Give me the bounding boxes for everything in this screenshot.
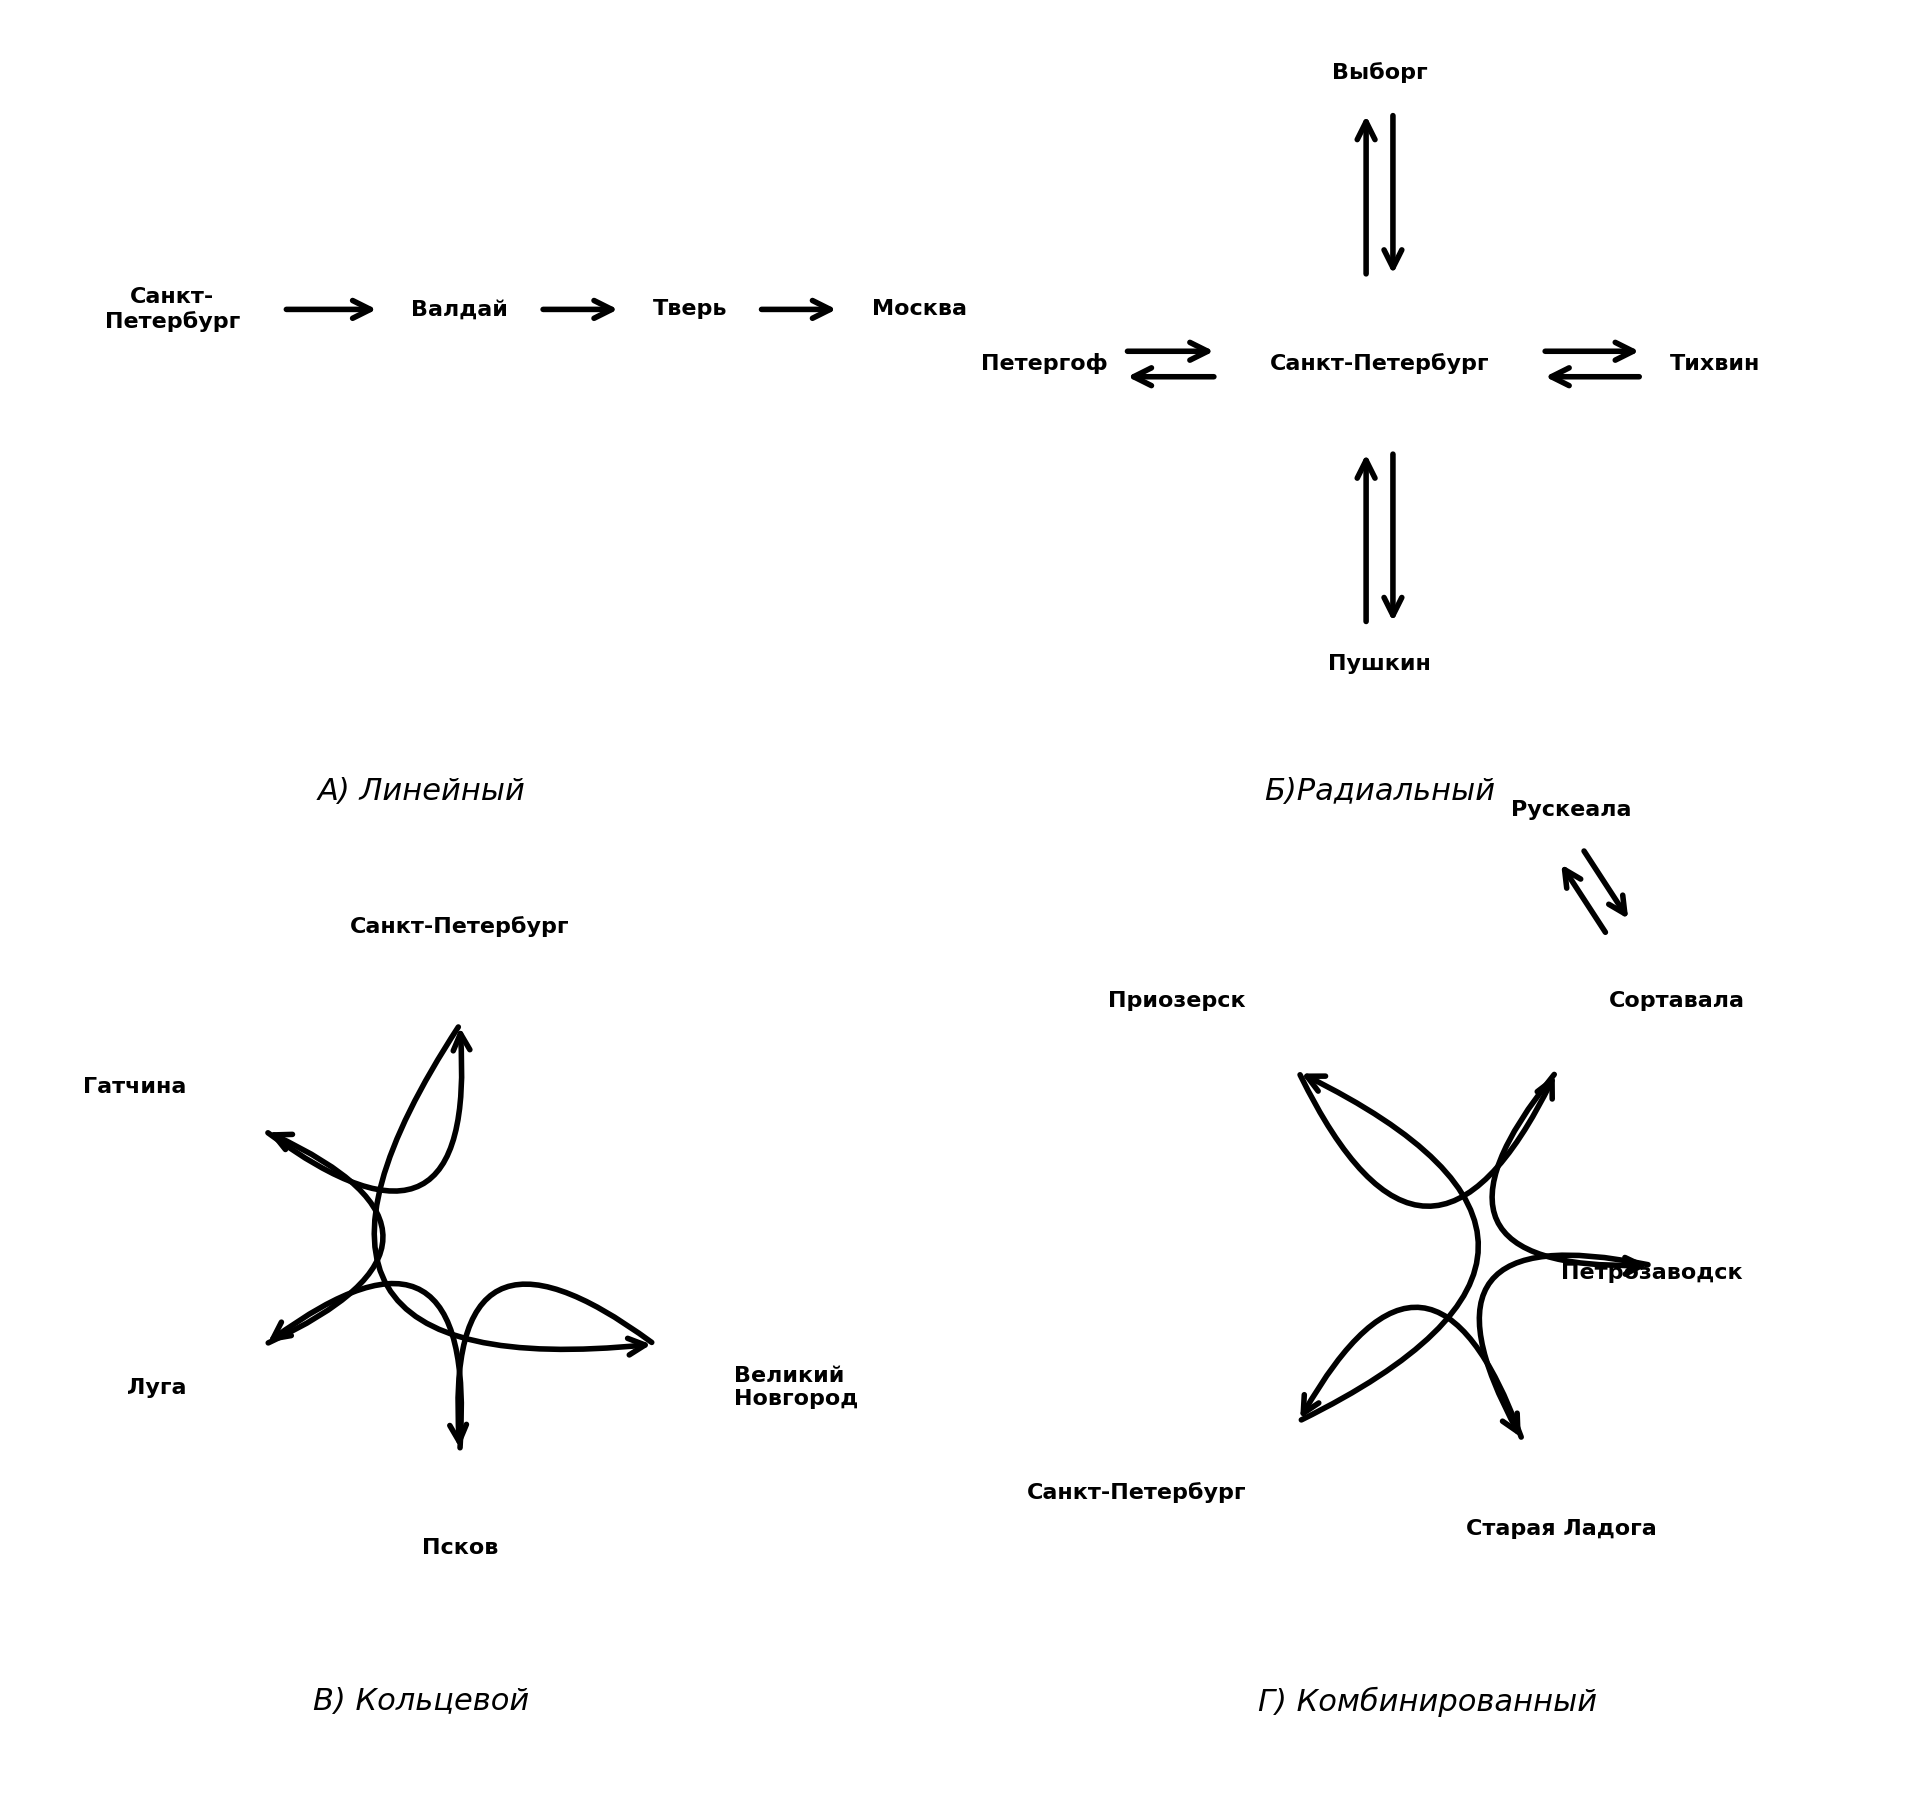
Text: А) Линейный: А) Линейный — [318, 777, 525, 806]
Text: Москва: Москва — [872, 300, 968, 318]
Text: Сортавала: Сортавала — [1609, 990, 1745, 1010]
Text: Тверь: Тверь — [653, 300, 726, 318]
Text: Великий
Новгород: Великий Новгород — [734, 1367, 858, 1409]
Text: Выборг: Выборг — [1332, 62, 1427, 84]
Text: Санкт-Петербург: Санкт-Петербург — [1027, 1481, 1245, 1503]
Text: Пушкин: Пушкин — [1328, 655, 1431, 673]
Text: Петергоф: Петергоф — [981, 353, 1107, 375]
Text: Валдай: Валдай — [412, 300, 508, 318]
Text: Санкт-Петербург: Санкт-Петербург — [1270, 353, 1489, 375]
Text: Петрозаводск: Петрозаводск — [1562, 1263, 1742, 1283]
Text: Г) Комбинированный: Г) Комбинированный — [1259, 1687, 1596, 1716]
Text: Гатчина: Гатчина — [82, 1077, 186, 1097]
Text: Псков: Псков — [422, 1538, 498, 1558]
Text: Санкт-Петербург: Санкт-Петербург — [351, 915, 569, 937]
Text: Приозерск: Приозерск — [1109, 990, 1245, 1010]
Text: Луга: Луга — [126, 1378, 186, 1398]
Text: Санкт-
Петербург: Санкт- Петербург — [105, 288, 240, 331]
Text: Старая Ладога: Старая Ладога — [1466, 1520, 1657, 1540]
Text: Рускеала: Рускеала — [1512, 801, 1631, 819]
Text: Б)Радиальный: Б)Радиальный — [1265, 777, 1494, 806]
Text: В) Кольцевой: В) Кольцевой — [314, 1687, 529, 1716]
Text: Тихвин: Тихвин — [1669, 355, 1761, 373]
